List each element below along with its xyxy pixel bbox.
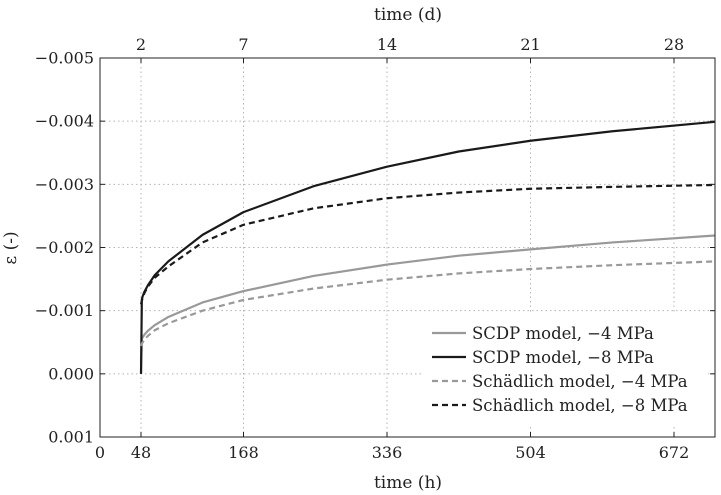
series-lines [139, 120, 716, 374]
legend-label: Schädlich model, −8 MPa [472, 396, 688, 415]
legend-items: SCDP model, −4 MPa SCDP model, −8 MPa Schä… [432, 324, 688, 415]
x-bottom-tick-label: 672 [659, 443, 690, 462]
series-line-1 [139, 234, 716, 374]
x-axis-title-top: time (d) [374, 5, 442, 25]
legend-label: SCDP model, −8 MPa [472, 348, 654, 367]
x-top-tick-label: 7 [238, 35, 248, 54]
y-axis-title: ε (-) [1, 231, 21, 264]
legend-label: Schädlich model, −4 MPa [472, 372, 688, 391]
x-top-tick-label: 2 [136, 35, 146, 54]
x-top-tick-label: 14 [377, 35, 397, 54]
legend-box [422, 314, 708, 424]
x-top-tick-label: 21 [520, 35, 540, 54]
x-bottom-tick-label: 0 [95, 443, 105, 462]
series-line-4 [139, 183, 716, 305]
series-line-3 [139, 260, 716, 347]
legend-label: SCDP model, −4 MPa [472, 324, 654, 343]
tick-marks [99, 57, 715, 438]
legend: SCDP model, −4 MPa SCDP model, −8 MPa Schä… [422, 314, 708, 424]
x-bottom-tick-label: 168 [228, 443, 259, 462]
x-bottom-tick-label: 504 [515, 443, 546, 462]
y-tick-label: −0.004 [35, 112, 94, 131]
y-tick-label: −0.003 [35, 175, 94, 194]
y-tick-label: −0.005 [35, 49, 94, 68]
x-axis-title-bottom: time (h) [374, 473, 442, 493]
y-tick-label: −0.002 [35, 238, 94, 257]
x-top-tick-label: 28 [664, 35, 684, 54]
x-bottom-tick-label: 336 [372, 443, 403, 462]
x-bottom-tick-label: 48 [131, 443, 151, 462]
y-tick-label: −0.001 [35, 301, 94, 320]
series-line-2 [139, 120, 716, 374]
grid [100, 58, 715, 437]
tick-labels: 0 48 168 336 504 672 2 7 14 21 28 −0.005 −0.004 −0.00… [35, 35, 689, 462]
y-tick-label: 0.000 [48, 364, 94, 383]
y-tick-label: 0.001 [48, 428, 94, 447]
